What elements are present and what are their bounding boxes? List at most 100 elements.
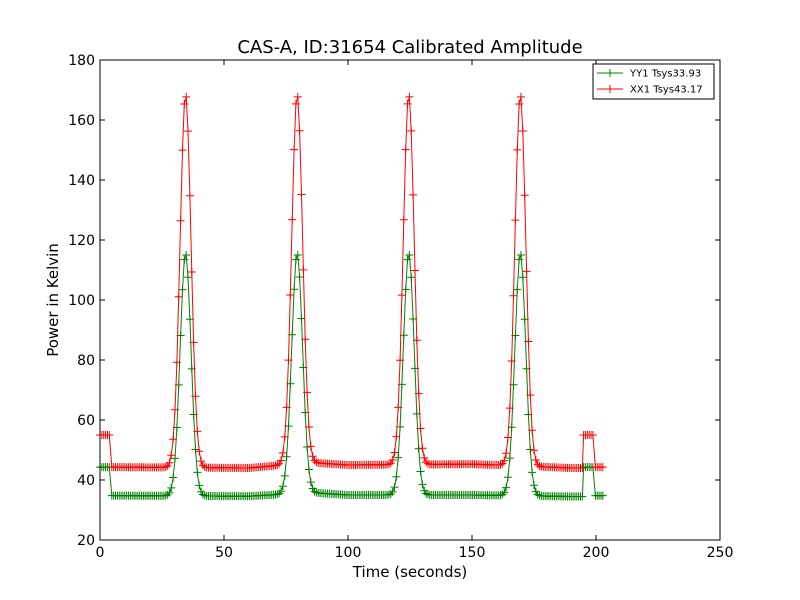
x-tick-label-4: 200: [583, 545, 610, 561]
data-point: [524, 337, 533, 346]
data-point: [578, 492, 587, 501]
data-point: [409, 190, 418, 199]
legend-marker-1: [606, 85, 614, 93]
data-point: [511, 216, 520, 225]
data-point: [303, 442, 312, 451]
data-point: [507, 356, 516, 365]
data-point: [277, 456, 286, 465]
data-point: [505, 454, 514, 463]
x-tick-label-1: 50: [215, 545, 233, 561]
data-point: [423, 459, 432, 468]
data-point: [171, 405, 180, 414]
data-point: [184, 273, 193, 282]
data-point: [297, 190, 306, 199]
data-point: [165, 488, 174, 497]
data-point: [161, 462, 170, 471]
data-point: [388, 455, 397, 464]
data-point: [598, 491, 607, 500]
data-point: [399, 215, 408, 224]
data-point: [515, 255, 524, 264]
data-point: [526, 445, 535, 454]
data-point: [418, 444, 427, 453]
data-point: [388, 487, 397, 496]
legend-label-1: XX1 Tsys43.17: [630, 85, 703, 96]
data-point: [416, 424, 425, 433]
data-point: [518, 126, 527, 135]
data-point: [172, 358, 181, 367]
data-point: [291, 99, 300, 108]
data-point: [405, 92, 414, 101]
data-point: [396, 356, 405, 365]
data-point: [275, 459, 284, 468]
data-point: [169, 435, 178, 444]
data-point: [410, 266, 419, 275]
data-point: [169, 473, 178, 482]
data-point: [578, 464, 587, 472]
data-point: [273, 461, 282, 470]
data-point: [178, 285, 187, 294]
legend-box: [592, 63, 715, 100]
data-point: [384, 460, 393, 469]
data-point: [588, 431, 597, 439]
data-point: [282, 403, 291, 412]
data-point: [403, 255, 412, 264]
data-point: [418, 480, 427, 489]
data-point: [295, 273, 304, 282]
y-tick-label-3: 80: [77, 353, 95, 369]
data-point: [193, 468, 202, 477]
data-point: [502, 449, 511, 458]
data-point: [530, 446, 538, 455]
data-point: [392, 472, 401, 481]
data-point: [401, 285, 410, 294]
data-point: [306, 442, 315, 451]
data-point: [174, 292, 183, 301]
y-tick-label-4: 100: [68, 293, 95, 309]
legend-marker-0: [606, 69, 614, 77]
data-point: [280, 471, 289, 480]
data-point: [526, 391, 535, 400]
data-point: [502, 483, 511, 492]
data-point: [515, 99, 524, 108]
y-tick-label-5: 120: [68, 233, 95, 249]
data-point: [503, 433, 512, 442]
y-tick-label-0: 20: [77, 533, 95, 549]
data-point: [422, 458, 431, 467]
legend-entries: YY1 Tsys33.93 XX1 Tsys43.17: [597, 69, 703, 96]
data-point: [191, 392, 200, 401]
data-point: [288, 215, 297, 224]
data-point: [284, 356, 293, 365]
x-tick-label-0: 0: [96, 545, 105, 561]
data-point: [513, 145, 522, 154]
data-point: [193, 427, 202, 436]
data-point: [503, 473, 512, 482]
data-point: [195, 481, 204, 490]
data-point: [304, 422, 313, 431]
data-point: [516, 251, 525, 260]
data-point: [420, 453, 429, 462]
data-point: [414, 389, 423, 398]
data-point: [163, 490, 172, 499]
data-point: [414, 444, 423, 453]
data-point: [295, 126, 304, 135]
x-tick-label-5: 250: [707, 545, 734, 561]
data-point: [291, 255, 300, 264]
data-point: [180, 100, 189, 109]
data-point: [498, 490, 507, 499]
data-point: [105, 431, 114, 439]
data-point: [278, 448, 287, 457]
data-point: [191, 445, 200, 454]
data-point: [530, 481, 538, 490]
data-point: [535, 462, 544, 471]
data-point: [412, 336, 421, 345]
data-point: [275, 489, 284, 498]
data-point: [522, 267, 531, 276]
x-tick-label-2: 100: [335, 545, 362, 561]
data-point: [280, 432, 289, 441]
data-point: [516, 92, 525, 101]
data-point: [185, 191, 194, 200]
data-point: [189, 338, 198, 347]
data-point: [306, 478, 315, 487]
series-1: [96, 92, 607, 472]
